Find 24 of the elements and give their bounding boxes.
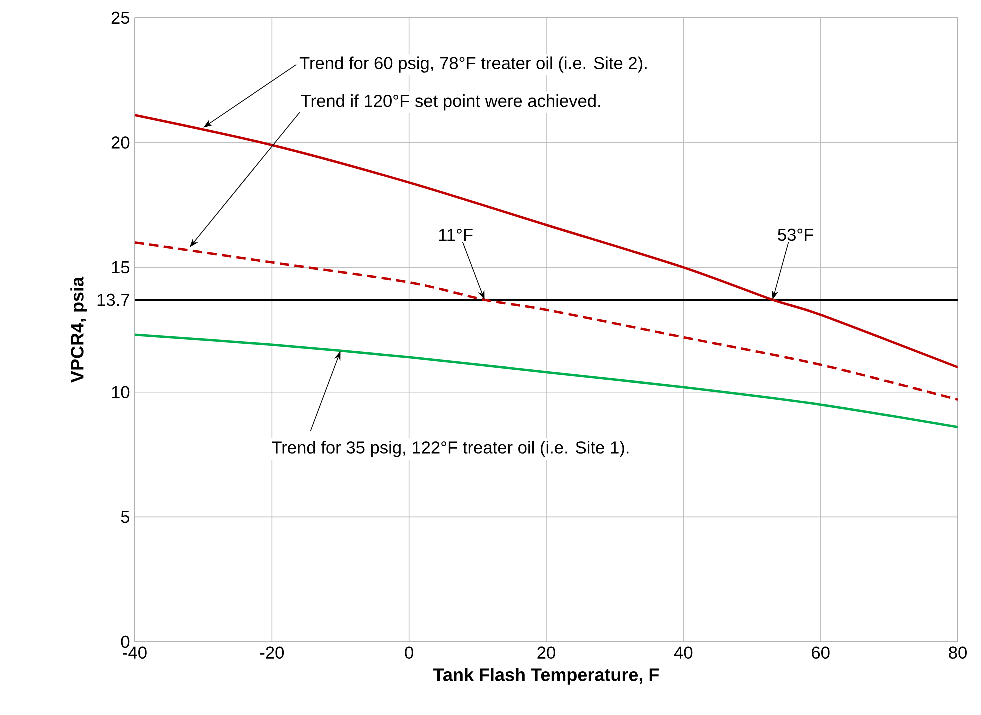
annotation: Trend for 35 psig, 122°F treater oil (i.e. Site 1). [272, 441, 629, 458]
y-tick-label: 20 [112, 136, 130, 149]
x-tick-label: -40 [123, 646, 147, 659]
x-tick-label: 20 [538, 646, 556, 659]
line-series [134, 241, 960, 402]
x-tick-label: 80 [949, 646, 967, 659]
annotation: 53°F [778, 228, 814, 242]
y-tick-label: 10 [112, 386, 130, 399]
y-tick-label: 0 [121, 636, 130, 648]
annotation: Trend if 120°F set point were achieved. [301, 94, 600, 111]
line-series [134, 114, 960, 369]
y-tick-label: 15 [112, 262, 130, 274]
x-tick-label: 60 [812, 646, 830, 659]
annotation: Trend for 60 psig, 78°F treater oil (i.e. Site 2). [300, 56, 647, 73]
y-tick-label: 5 [121, 511, 130, 524]
x-tick-label: -20 [260, 646, 284, 659]
x-tick-label: 0 [405, 646, 414, 659]
annotation: 11°F [439, 229, 473, 242]
x-tick-label: 40 [674, 646, 693, 659]
line-series [134, 334, 960, 429]
y-axis-title: VPCR4, psia [70, 276, 88, 383]
y-tick-label: 25 [112, 12, 130, 24]
y-tick-label: 13.7 [98, 294, 130, 306]
x-axis-title: Tank Flash Temperature, F [434, 668, 660, 685]
